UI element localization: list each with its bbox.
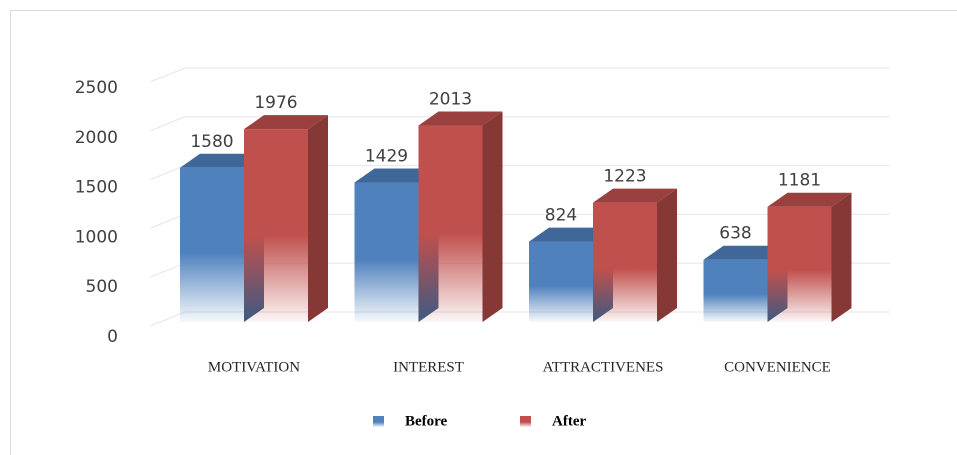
bar [418,125,483,323]
bar-side [308,115,328,322]
value-label: 1976 [254,93,297,113]
bar-top [354,168,439,183]
y-tick-label: 2000 [75,128,118,148]
legend-swatch [373,416,384,427]
y-tick-label: 0 [107,327,118,347]
bar-top [244,115,328,130]
bar-side [482,111,503,323]
x-tick-label: MOTIVATION [208,359,300,375]
value-label: 2013 [429,90,472,110]
bar-top [703,245,788,260]
bar [354,182,419,322]
bar-top [593,188,677,203]
grid-line [149,116,890,132]
bar-side [831,192,852,322]
bar [703,259,768,322]
value-label: 1580 [190,132,233,152]
x-tick-label: ATTRACTIVENES [543,359,664,375]
x-tick-label: INTEREST [393,359,464,375]
bar [244,129,308,322]
x-tick-label: CONVENIENCE [724,359,831,375]
bar-top [418,111,503,126]
y-tick-label: 2500 [75,78,118,98]
y-tick-label: 1000 [75,227,118,247]
bar-top [529,227,613,242]
value-label: 1429 [365,147,408,167]
bar-side [657,188,677,322]
bar [529,241,593,322]
bar-top [767,192,852,207]
bar-top [180,153,264,168]
bar [593,202,657,322]
chart-frame [10,10,957,455]
bar [180,167,244,322]
y-tick-label: 1500 [75,178,118,198]
legend-label: After [552,413,586,429]
value-label: 1223 [603,167,646,187]
value-label: 1181 [778,171,821,191]
legend-label: Before [405,413,448,429]
legend-swatch [520,416,531,427]
y-tick-label: 500 [86,277,118,297]
grid-line [149,67,890,83]
bar [767,206,832,322]
value-label: 824 [545,206,577,226]
value-label: 638 [719,224,751,244]
